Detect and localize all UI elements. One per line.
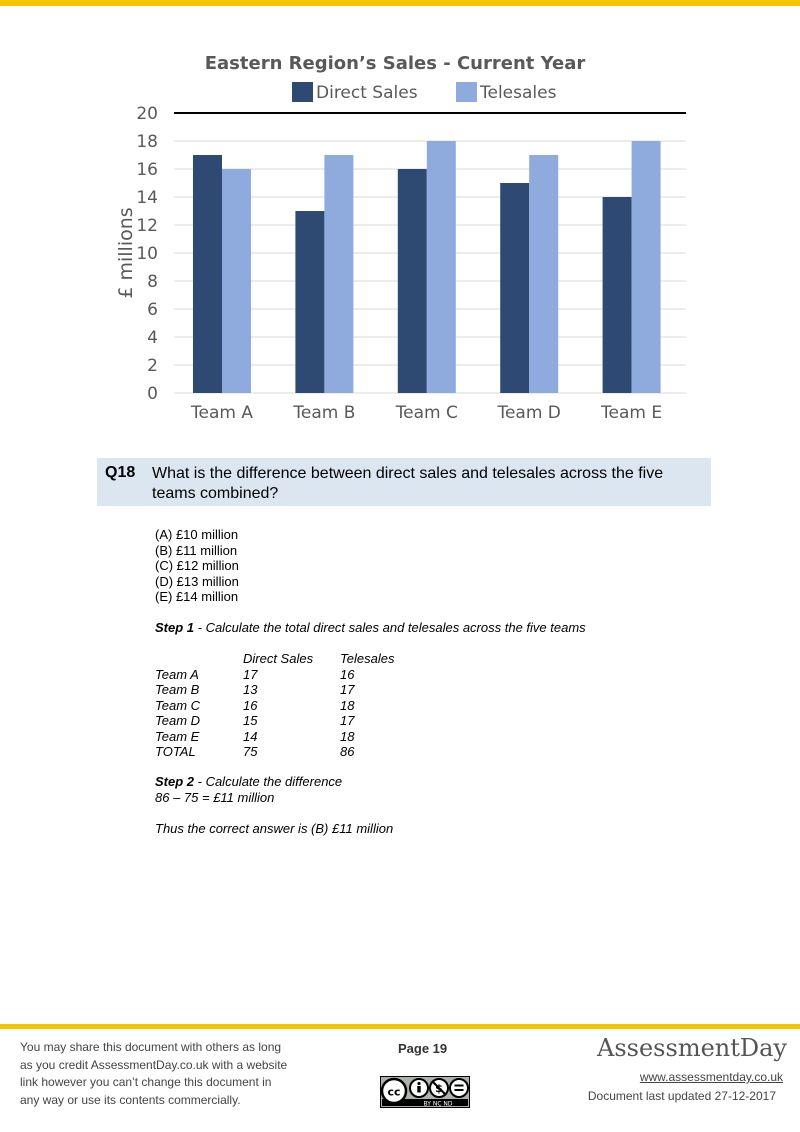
step-2-label: Step 2 [155, 774, 195, 789]
x-tick-label: Team A [190, 403, 253, 423]
table-cell: Team D [155, 713, 201, 728]
table-row: Team B 13 17 [155, 682, 394, 698]
table-total-row: TOTAL 75 86 [155, 744, 394, 760]
question-box: Q18 What is the difference between direc… [97, 458, 711, 506]
y-tick-label: 0 [147, 384, 158, 404]
question-number: Q18 [105, 464, 136, 481]
option-b: (B) £11 million [155, 542, 238, 558]
answer-options: (A) £10 million (B) £11 million (C) £12 … [155, 527, 239, 605]
conclusion: Thus the correct answer is (B) £11 milli… [155, 821, 394, 836]
table-cell: 13 [243, 682, 258, 697]
chart-legend: Direct Sales Telesales [292, 82, 557, 103]
y-tick-labels: 0 2 4 6 8 10 12 14 16 18 20 [136, 104, 158, 404]
table-cell: 15 [243, 713, 258, 728]
legend-label: Direct Sales [316, 83, 418, 103]
y-tick-label: 16 [136, 160, 158, 180]
bar-telesales-team-e [631, 141, 661, 393]
svg-text:cc: cc [387, 1086, 400, 1099]
y-axis-label: £ millions [115, 207, 137, 298]
table-cell: 16 [243, 697, 258, 713]
table-cell: 16 [340, 666, 355, 682]
step-1-label: Step 1 [155, 620, 195, 635]
step-2-calculation: 86 – 75 = £11 million [155, 789, 275, 805]
y-tick-label: 20 [136, 104, 158, 124]
bar-direct-sales-team-e [602, 197, 632, 393]
y-tick-label: 4 [147, 328, 158, 348]
table-row: Team E 14 18 [155, 729, 394, 745]
bar-direct-sales-team-b [295, 211, 325, 393]
page-number: Page 19 [398, 1041, 448, 1056]
option-c: (C) £12 million [155, 558, 239, 573]
table-cell: Team B [155, 682, 200, 697]
step-2: Step 2 - Calculate the difference 86 – 7… [155, 774, 342, 805]
x-tick-labels: Team A Team B Team C Team D Team E [190, 403, 662, 423]
chart-bars [193, 141, 661, 393]
question-text: What is the difference between direct sa… [152, 465, 664, 502]
table-header: Direct Sales [243, 651, 314, 666]
bar-direct-sales-team-d [500, 183, 530, 393]
bar-telesales-team-c [426, 141, 456, 393]
website-link[interactable]: www.assessmentday.co.uk [639, 1070, 783, 1084]
brand-logo: AssessmentDay [597, 1034, 787, 1062]
table-cell: 17 [243, 666, 258, 682]
y-tick-label: 14 [136, 188, 158, 208]
table-header-row: Direct Sales Telesales [155, 651, 394, 667]
share-line: You may share this document with others … [20, 1040, 282, 1054]
bar-telesales-team-b [324, 155, 354, 393]
y-tick-label: 8 [147, 272, 158, 292]
table-cell: 18 [340, 697, 355, 713]
table-row: Team D 15 17 [155, 713, 394, 729]
step-2-text: - Calculate the difference [194, 774, 343, 789]
last-updated: Document last updated 27-12-2017 [587, 1089, 776, 1103]
step-1-text: - Calculate the total direct sales and t… [194, 620, 586, 635]
cc-license-label: BY NC ND [423, 1101, 452, 1108]
x-tick-label: Team D [496, 403, 560, 423]
table-row: Team A 17 16 [155, 667, 394, 683]
y-tick-label: 12 [136, 216, 158, 236]
table-cell: TOTAL [155, 744, 196, 759]
x-tick-label: Team B [292, 403, 355, 423]
table-cell: 86 [340, 744, 355, 759]
chart-title: Eastern Region’s Sales - Current Year [205, 53, 586, 74]
x-tick-label: Team E [600, 403, 662, 423]
legend-swatch [456, 82, 477, 102]
top-accent-bar [0, 0, 800, 6]
x-tick-label: Team C [395, 403, 458, 423]
table-header [155, 651, 243, 667]
table-cell: 75 [243, 744, 258, 759]
totals-table: Direct Sales Telesales Team A 17 16 Team… [155, 651, 394, 760]
option-d: (D) £13 million [155, 573, 239, 589]
share-line: as you credit AssessmentDay.co.uk with a… [20, 1057, 288, 1072]
legend-label: Telesales [479, 83, 557, 103]
option-a: (A) £10 million [155, 527, 239, 542]
table-cell: 17 [340, 682, 355, 697]
table-cell: 17 [340, 713, 355, 728]
bar-telesales-team-a [222, 169, 251, 393]
y-tick-label: 18 [136, 132, 158, 152]
table-cell: Team C [155, 697, 201, 713]
share-line: any way or use its contents commercially… [20, 1092, 241, 1107]
share-notice: You may share this document with others … [20, 1039, 320, 1109]
y-tick-label: 2 [147, 356, 158, 376]
table-cell: Team E [155, 728, 200, 744]
bar-direct-sales-team-c [397, 169, 427, 393]
table-cell: 18 [340, 728, 355, 744]
y-tick-label: 6 [147, 300, 158, 320]
option-e: (E) £14 million [155, 589, 239, 604]
step-1: Step 1 - Calculate the total direct sale… [155, 620, 586, 636]
share-line: link however you can’t change this docum… [20, 1075, 272, 1089]
table-cell: Team A [155, 666, 199, 682]
bar-telesales-team-d [529, 155, 559, 393]
table-row: Team C 16 18 [155, 698, 394, 714]
table-header: Telesales [340, 651, 395, 666]
y-tick-label: 10 [136, 244, 158, 264]
bar-direct-sales-team-a [193, 155, 222, 393]
sales-bar-chart: Eastern Region’s Sales - Current Year Di… [115, 53, 686, 423]
legend-swatch [292, 82, 313, 102]
cc-license-icon: cc $ BY NC ND [380, 1076, 470, 1108]
table-cell: 14 [243, 728, 258, 744]
bottom-accent-bar [0, 1024, 800, 1029]
